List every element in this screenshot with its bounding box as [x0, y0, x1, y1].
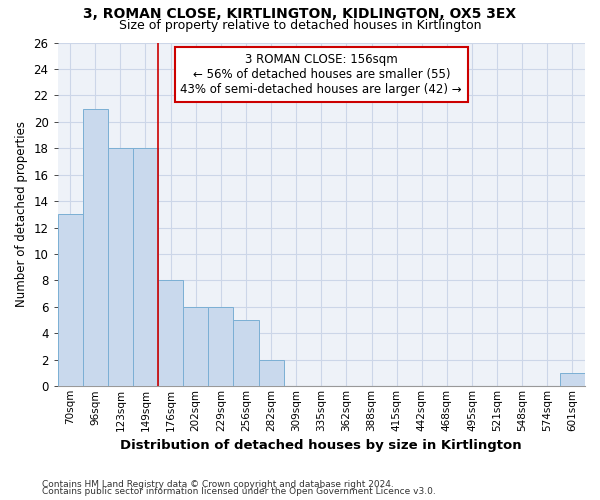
Y-axis label: Number of detached properties: Number of detached properties	[15, 122, 28, 308]
Text: 3 ROMAN CLOSE: 156sqm
← 56% of detached houses are smaller (55)
43% of semi-deta: 3 ROMAN CLOSE: 156sqm ← 56% of detached …	[181, 53, 462, 96]
Text: Size of property relative to detached houses in Kirtlington: Size of property relative to detached ho…	[119, 18, 481, 32]
Bar	[259, 360, 284, 386]
Bar	[183, 307, 208, 386]
Text: Contains public sector information licensed under the Open Government Licence v3: Contains public sector information licen…	[42, 487, 436, 496]
Bar	[208, 307, 233, 386]
Bar	[108, 148, 133, 386]
X-axis label: Distribution of detached houses by size in Kirtlington: Distribution of detached houses by size …	[121, 440, 522, 452]
Bar	[233, 320, 259, 386]
Bar	[158, 280, 183, 386]
Text: Contains HM Land Registry data © Crown copyright and database right 2024.: Contains HM Land Registry data © Crown c…	[42, 480, 394, 489]
Bar	[58, 214, 83, 386]
Bar	[83, 108, 108, 386]
Bar	[560, 373, 585, 386]
Bar	[133, 148, 158, 386]
Text: 3, ROMAN CLOSE, KIRTLINGTON, KIDLINGTON, OX5 3EX: 3, ROMAN CLOSE, KIRTLINGTON, KIDLINGTON,…	[83, 8, 517, 22]
